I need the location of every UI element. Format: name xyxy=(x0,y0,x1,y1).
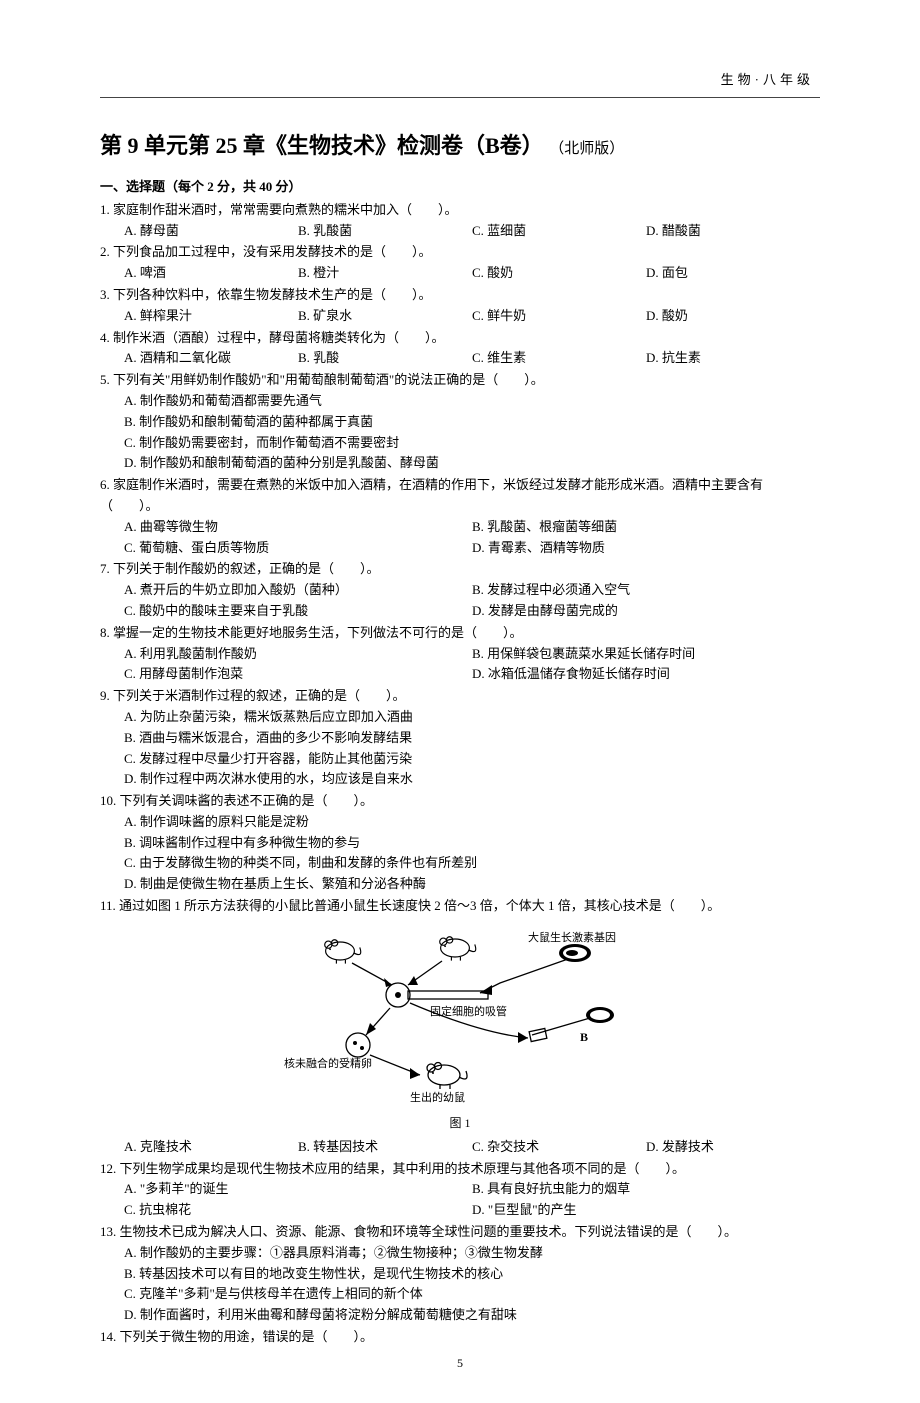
svg-text:B: B xyxy=(580,1030,588,1044)
option: A. 为防止杂菌污染，糯米饭蒸熟后应立即加入酒曲 xyxy=(100,707,820,728)
question-5: 5. 下列有关"用鲜奶制作酸奶"和"用葡萄酿制葡萄酒"的说法正确的是（ ）。A.… xyxy=(100,370,820,474)
option: A. 鲜榨果汁 xyxy=(124,306,298,327)
option: B. 酒曲与糯米饭混合，酒曲的多少不影响发酵结果 xyxy=(100,728,820,749)
option: D. 制作面酱时，利用米曲霉和酵母菌将淀粉分解成葡萄糖使之有甜味 xyxy=(100,1305,820,1326)
question-1: 1. 家庭制作甜米酒时，常常需要向煮熟的糯米中加入（ ）。A. 酵母菌B. 乳酸… xyxy=(100,200,820,242)
svg-text:大鼠生长激素基因: 大鼠生长激素基因 xyxy=(528,930,616,944)
option: D. 醋酸菌 xyxy=(646,221,820,242)
section-header: 一、选择题（每个 2 分，共 40 分） xyxy=(100,177,820,198)
title-suffix: （北师版） xyxy=(549,141,624,157)
option: A. 啤酒 xyxy=(124,263,298,284)
option: B. 乳酸菌、根瘤菌等细菌 xyxy=(472,517,820,538)
option: D. 抗生素 xyxy=(646,348,820,369)
page-title: 第 9 单元第 25 章《生物技术》检测卷（B卷） （北师版） xyxy=(100,128,820,163)
question-9: 9. 下列关于米酒制作过程的叙述，正确的是（ ）。A. 为防止杂菌污染，糯米饭蒸… xyxy=(100,686,820,790)
option: D. 发酵是由酵母菌完成的 xyxy=(472,601,820,622)
option: A. 煮开后的牛奶立即加入酸奶（菌种） xyxy=(124,580,472,601)
option: D. 面包 xyxy=(646,263,820,284)
question-8: 8. 掌握一定的生物技术能更好地服务生活，下列做法不可行的是（ ）。A. 利用乳… xyxy=(100,623,820,685)
option: A. 酒精和二氧化碳 xyxy=(124,348,298,369)
option: C. 酸奶 xyxy=(472,263,646,284)
figure-1: 固定细胞的吸管 大鼠生长激素基因 核未融合的受精卵 B xyxy=(100,923,820,1110)
option: A. 制作酸奶的主要步骤：①器具原料消毒；②微生物接种；③微生物发酵 xyxy=(100,1243,820,1264)
option: B. 发酵过程中必须通入空气 xyxy=(472,580,820,601)
option: A. 利用乳酸菌制作酸奶 xyxy=(124,644,472,665)
header-subject: 生物·八年级 xyxy=(100,70,820,91)
option: C. 抗虫棉花 xyxy=(124,1200,472,1221)
page-number: 5 xyxy=(100,1354,820,1373)
option: C. 用酵母菌制作泡菜 xyxy=(124,664,472,685)
option: C. 鲜牛奶 xyxy=(472,306,646,327)
question-6: 6. 家庭制作米酒时，需要在煮熟的米饭中加入酒精，在酒精的作用下，米饭经过发酵才… xyxy=(100,475,820,558)
option: B. 转基因技术 xyxy=(298,1137,472,1158)
option: B. 转基因技术可以有目的地改变生物性状，是现代生物技术的核心 xyxy=(100,1264,820,1285)
figure-1-caption: 图 1 xyxy=(100,1114,820,1133)
option: B. 具有良好抗虫能力的烟草 xyxy=(472,1179,820,1200)
option: B. 用保鲜袋包裹蔬菜水果延长储存时间 xyxy=(472,644,820,665)
question-4: 4. 制作米酒（酒酿）过程中，酵母菌将糖类转化为（ ）。A. 酒精和二氧化碳B.… xyxy=(100,328,820,370)
option: A. 制作酸奶和葡萄酒都需要先通气 xyxy=(100,391,820,412)
title-main: 第 9 单元第 25 章《生物技术》检测卷（B卷） xyxy=(100,133,544,158)
question-3: 3. 下列各种饮料中，依靠生物发酵技术生产的是（ ）。A. 鲜榨果汁B. 矿泉水… xyxy=(100,285,820,327)
option: A. 酵母菌 xyxy=(124,221,298,242)
svg-text:核未融合的受精卵: 核未融合的受精卵 xyxy=(284,1056,372,1070)
option: C. 杂交技术 xyxy=(472,1137,646,1158)
option: B. 调味酱制作过程中有多种微生物的参与 xyxy=(100,833,820,854)
question-14: 14. 下列关于微生物的用途，错误的是（ ）。 xyxy=(100,1327,820,1348)
option: D. 酸奶 xyxy=(646,306,820,327)
option: D. 制作酸奶和酿制葡萄酒的菌种分别是乳酸菌、酵母菌 xyxy=(100,453,820,474)
question-10: 10. 下列有关调味酱的表述不正确的是（ ）。A. 制作调味酱的原料只能是淀粉B… xyxy=(100,791,820,895)
option: D. 制曲是使微生物在基质上生长、繁殖和分泌各种酶 xyxy=(100,874,820,895)
option: C. 发酵过程中尽量少打开容器，能防止其他菌污染 xyxy=(100,749,820,770)
option: C. 维生素 xyxy=(472,348,646,369)
option: C. 酸奶中的酸味主要来自于乳酸 xyxy=(124,601,472,622)
question-2: 2. 下列食品加工过程中，没有采用发酵技术的是（ ）。A. 啤酒B. 橙汁C. … xyxy=(100,242,820,284)
option: C. 克隆羊"多莉"是与供核母羊在遗传上相同的新个体 xyxy=(100,1284,820,1305)
question-13: 13. 生物技术已成为解决人口、资源、能源、食物和环境等全球性问题的重要技术。下… xyxy=(100,1222,820,1326)
option: B. 矿泉水 xyxy=(298,306,472,327)
header-divider xyxy=(100,97,820,98)
svg-text:生出的幼鼠: 生出的幼鼠 xyxy=(410,1090,465,1103)
question-12: 12. 下列生物学成果均是现代生物技术应用的结果，其中利用的技术原理与其他各项不… xyxy=(100,1159,820,1221)
option: C. 蓝细菌 xyxy=(472,221,646,242)
option: A. 制作调味酱的原料只能是淀粉 xyxy=(100,812,820,833)
option: C. 葡萄糖、蛋白质等物质 xyxy=(124,538,472,559)
option: A. "多莉羊"的诞生 xyxy=(124,1179,472,1200)
option: B. 制作酸奶和酿制葡萄酒的菌种都属于真菌 xyxy=(100,412,820,433)
question-11: 11. 通过如图 1 所示方法获得的小鼠比普通小鼠生长速度快 2 倍～3 倍，个… xyxy=(100,896,820,1158)
option: B. 乳酸 xyxy=(298,348,472,369)
option: A. 克隆技术 xyxy=(124,1137,298,1158)
question-7: 7. 下列关于制作酸奶的叙述，正确的是（ ）。A. 煮开后的牛奶立即加入酸奶（菌… xyxy=(100,559,820,621)
option: B. 乳酸菌 xyxy=(298,221,472,242)
option: D. 发酵技术 xyxy=(646,1137,820,1158)
option: A. 曲霉等微生物 xyxy=(124,517,472,538)
option: D. 制作过程中两次淋水使用的水，均应该是自来水 xyxy=(100,769,820,790)
option: D. "巨型鼠"的产生 xyxy=(472,1200,820,1221)
option: B. 橙汁 xyxy=(298,263,472,284)
option: C. 由于发酵微生物的种类不同，制曲和发酵的条件也有所差别 xyxy=(100,853,820,874)
option: C. 制作酸奶需要密封，而制作葡萄酒不需要密封 xyxy=(100,433,820,454)
option: D. 冰箱低温储存食物延长储存时间 xyxy=(472,664,820,685)
option: D. 青霉素、酒精等物质 xyxy=(472,538,820,559)
